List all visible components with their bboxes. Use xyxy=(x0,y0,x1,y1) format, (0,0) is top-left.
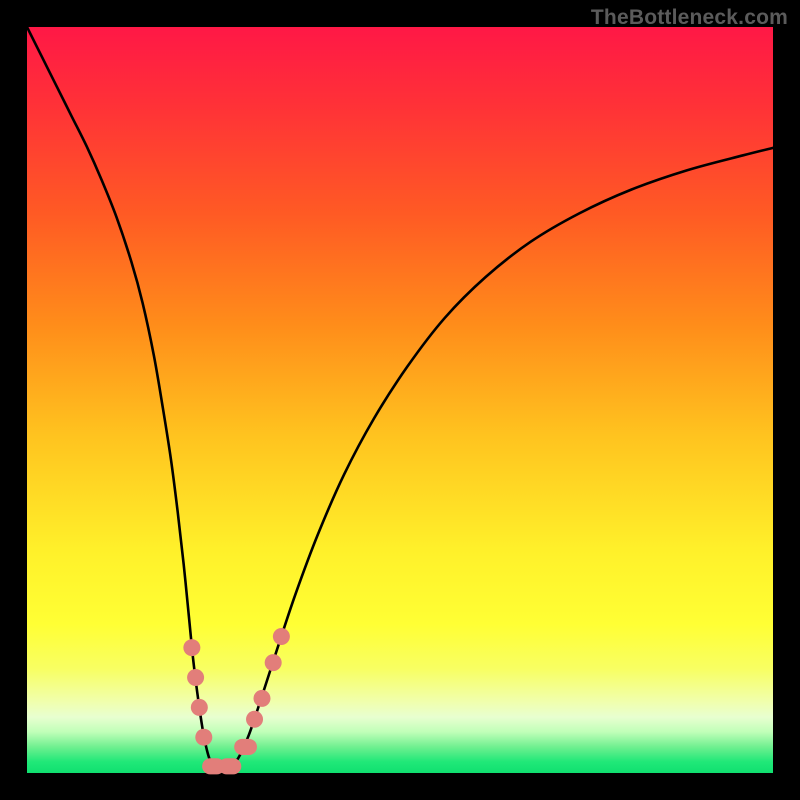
chart-container: TheBottleneck.com xyxy=(0,0,800,800)
watermark-text: TheBottleneck.com xyxy=(591,6,788,30)
marker-circle xyxy=(183,639,200,656)
marker-lozenge xyxy=(234,739,257,755)
marker-circle xyxy=(195,729,212,746)
plot-background xyxy=(27,27,773,773)
marker-lozenge xyxy=(219,758,242,774)
marker-circle xyxy=(265,654,282,671)
marker-circle xyxy=(273,628,290,645)
marker-circle xyxy=(246,711,263,728)
chart-svg xyxy=(0,0,800,800)
marker-circle xyxy=(187,669,204,686)
marker-circle xyxy=(191,699,208,716)
marker-circle xyxy=(253,690,270,707)
